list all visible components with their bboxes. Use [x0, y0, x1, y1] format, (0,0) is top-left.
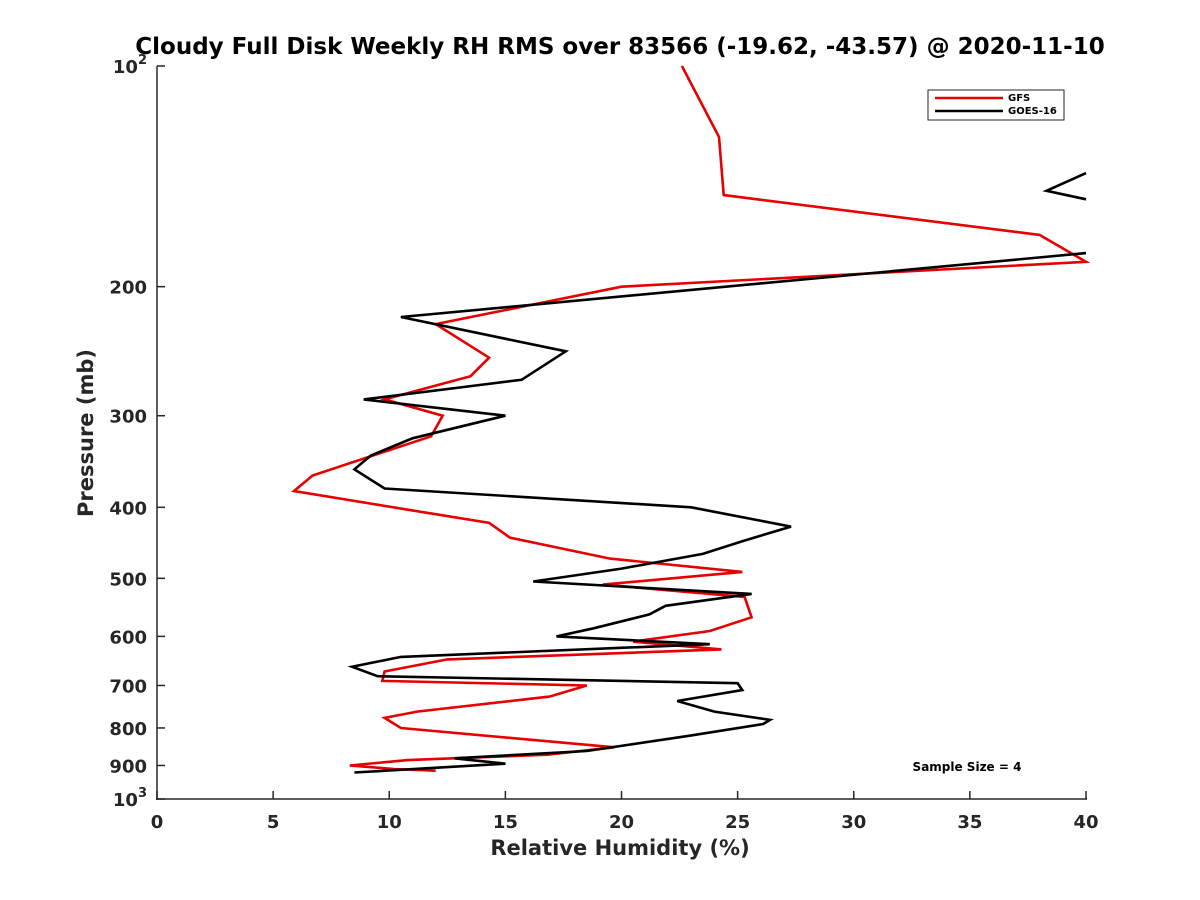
x-tick-label: 20 [609, 812, 634, 833]
y-tick-label: 900 [109, 756, 147, 777]
legend-goes16-label: GOES-16 [1008, 106, 1057, 117]
series-layer [290, 65, 1091, 774]
sample-size-annotation: Sample Size = 4 [913, 760, 1022, 774]
x-tick-label: 40 [1073, 812, 1098, 833]
legend-gfs-label: GFS [1008, 93, 1030, 104]
legend: GFS GOES-16 [927, 89, 1065, 121]
y-tick-group: 102 200 300 400 500 600 700 800 900 103 [109, 53, 165, 811]
x-tick-label: 5 [267, 812, 280, 833]
x-tick-label: 25 [725, 812, 750, 833]
x-axis-label: Relative Humidity (%) [490, 836, 749, 860]
x-tick-label: 35 [957, 812, 982, 833]
y-tick-label: 700 [109, 676, 147, 697]
x-tick-label: 10 [377, 812, 402, 833]
x-tick-group: 0 5 10 15 20 25 30 35 40 [151, 791, 1099, 833]
series-line-goes16 [347, 171, 1087, 774]
y-tick-label: 300 [109, 407, 147, 428]
x-tick-label: 15 [493, 812, 518, 833]
x-tick-label: 30 [841, 812, 866, 833]
x-tick-label: 0 [151, 812, 164, 833]
y-tick-label: 102 [113, 53, 147, 78]
y-tick-label: 600 [109, 627, 147, 648]
legend-box [927, 89, 1065, 121]
y-tick-label: 103 [113, 786, 147, 811]
y-tick-label: 400 [109, 498, 147, 519]
plot-area [157, 66, 1086, 799]
y-tick-label: 200 [109, 278, 147, 299]
y-tick-label: 800 [109, 719, 147, 740]
y-axis-label: Pressure (mb) [74, 349, 98, 517]
chart-title: Cloudy Full Disk Weekly RH RMS over 8356… [135, 34, 1104, 60]
y-tick-label: 500 [109, 569, 147, 590]
